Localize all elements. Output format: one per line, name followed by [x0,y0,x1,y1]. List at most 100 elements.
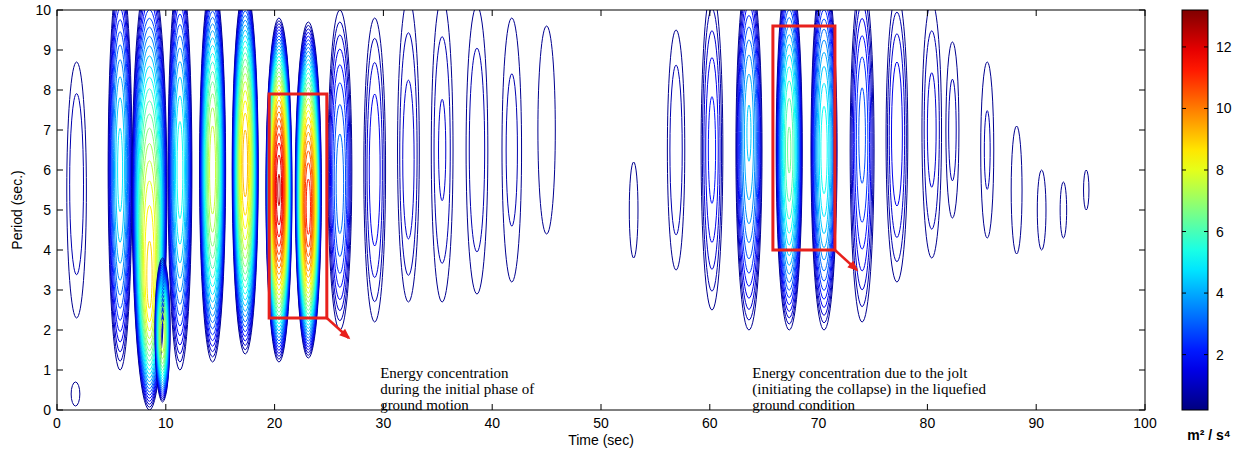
x-tick-label: 0 [53,415,61,431]
contour-line [701,10,723,310]
contour-line [780,18,799,283]
contour-line [158,286,168,379]
contour-line [273,112,285,268]
contour-line [238,66,252,266]
contour-line [298,55,319,331]
contour-line [780,26,798,274]
contour-line [298,68,318,321]
contour-line [134,10,165,398]
contour-line [431,10,453,302]
contour-line [400,33,417,276]
colorbar-tick [1204,108,1208,109]
contour-line [236,36,255,300]
contour-line [853,18,871,270]
contour-line [232,10,258,350]
contour-line [168,10,192,370]
x-tick-label: 60 [702,415,718,431]
contour-line [169,10,191,354]
contour-line [296,32,321,349]
contour-line [949,79,957,181]
contour-line [629,162,638,258]
contour-line [144,181,156,331]
contour-line [174,77,185,263]
contour-line [811,10,837,330]
contour-line [439,99,446,200]
contour-line [241,101,250,229]
contour-line [328,10,352,330]
annotation-arrowhead [847,261,858,272]
contour-line [172,36,188,305]
contour-line [268,42,290,337]
x-tick [927,404,928,410]
contour-line [364,18,386,322]
contour-line [334,104,345,256]
contour-line [157,280,168,384]
contour-line [301,99,316,298]
contour-line [297,44,320,341]
contour-line [332,65,349,288]
contour-line [299,73,318,318]
x-tick-label: 100 [1133,415,1157,431]
y-tick-label: 2 [43,322,51,338]
contour-line [158,289,167,376]
x-tick [1036,404,1037,410]
y-tick [1139,10,1145,11]
contour-line [202,11,224,329]
contour-line [234,11,256,327]
contour-line [276,155,281,225]
y-tick-label: 8 [43,82,51,98]
contour-line [233,10,257,341]
contour-line [133,10,165,401]
x-tick-label: 50 [593,415,609,431]
contour-line [330,35,351,311]
x-tick [601,404,602,410]
contour-line [300,88,317,307]
contour-line [204,45,221,294]
contour-line [781,35,798,265]
x-tick [709,404,710,410]
contour-line [738,10,760,298]
contour-line [134,10,165,395]
colorbar-tick [1182,108,1186,109]
contour-line [156,265,170,397]
contour-line [275,134,284,247]
y-tick-label: 3 [43,282,51,298]
x-tick [492,404,493,410]
contour-line [240,91,251,240]
colorbar-tick [1182,293,1186,294]
x-tick [601,10,602,16]
contour-line [111,20,129,321]
x-tick [57,404,58,410]
contour-line [118,128,123,211]
contour-line [305,163,312,247]
contour-line [243,130,248,197]
contour-line [236,41,254,294]
contour-line [201,10,225,346]
x-tick-label: 40 [484,415,500,431]
contour-line [736,10,762,330]
contour-line [859,88,866,183]
contour-line [812,10,836,315]
annotation-text: Energy concentration [380,365,509,381]
contour-line [200,10,226,362]
x-tick [165,404,166,410]
y-tick-label: 10 [35,2,51,18]
contour-line [157,277,169,387]
contour-line [850,10,874,322]
contour-line [888,12,907,261]
contour-line [434,37,450,264]
contour-line [271,90,286,290]
contour-line [333,83,347,274]
contour-line [238,59,253,274]
y-tick [1139,50,1145,51]
contour-line [268,39,291,341]
contour-line [398,10,420,302]
contour-line [142,161,156,339]
contour-line [155,260,170,400]
colorbar [1182,10,1208,410]
contour-line [506,74,517,226]
contour-line [466,10,488,294]
contour-line [267,36,290,344]
contour-line [299,83,317,311]
contour-line [203,31,222,310]
